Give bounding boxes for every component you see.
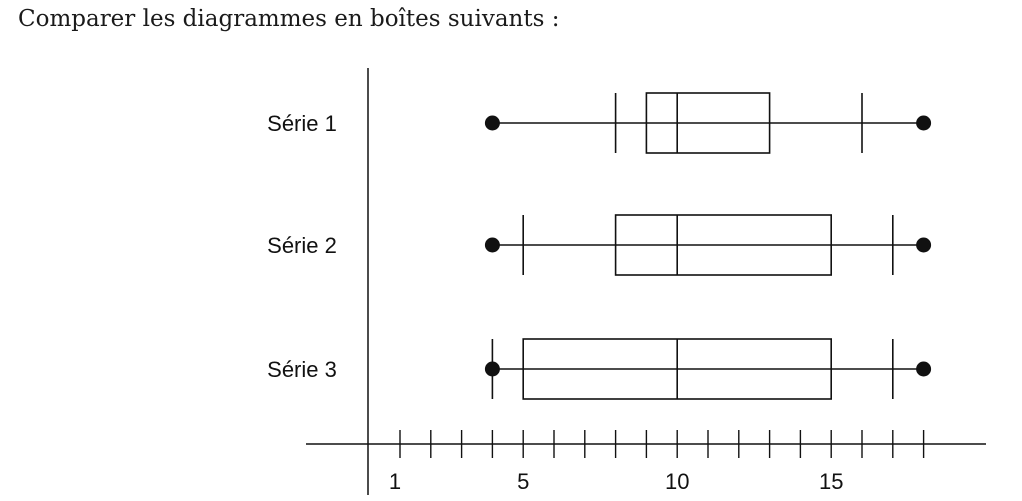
series-1: [484, 92, 932, 154]
max-point: [916, 361, 932, 377]
min-point: [484, 237, 500, 253]
instruction-text: Comparer les diagrammes en boîtes suivan…: [18, 6, 560, 32]
series-2: [484, 214, 932, 276]
max-point: [916, 115, 932, 131]
min-point: [484, 115, 500, 131]
x-tick-label-1: 1: [389, 469, 401, 494]
box-q1-q3: [645, 92, 771, 154]
series-3: [484, 338, 932, 400]
box-q1-q3: [614, 214, 832, 276]
x-tick-label-5: 5: [517, 469, 529, 494]
min-point: [484, 361, 500, 377]
series-label-3: Série 3: [267, 357, 337, 382]
max-point: [916, 237, 932, 253]
series-label-2: Série 2: [267, 233, 337, 258]
x-tick-label-15: 15: [819, 469, 843, 494]
chart-axes: [306, 68, 986, 495]
x-tick-label-10: 10: [665, 469, 689, 494]
series-group: [484, 92, 932, 400]
series-label-1: Série 1: [267, 111, 337, 136]
